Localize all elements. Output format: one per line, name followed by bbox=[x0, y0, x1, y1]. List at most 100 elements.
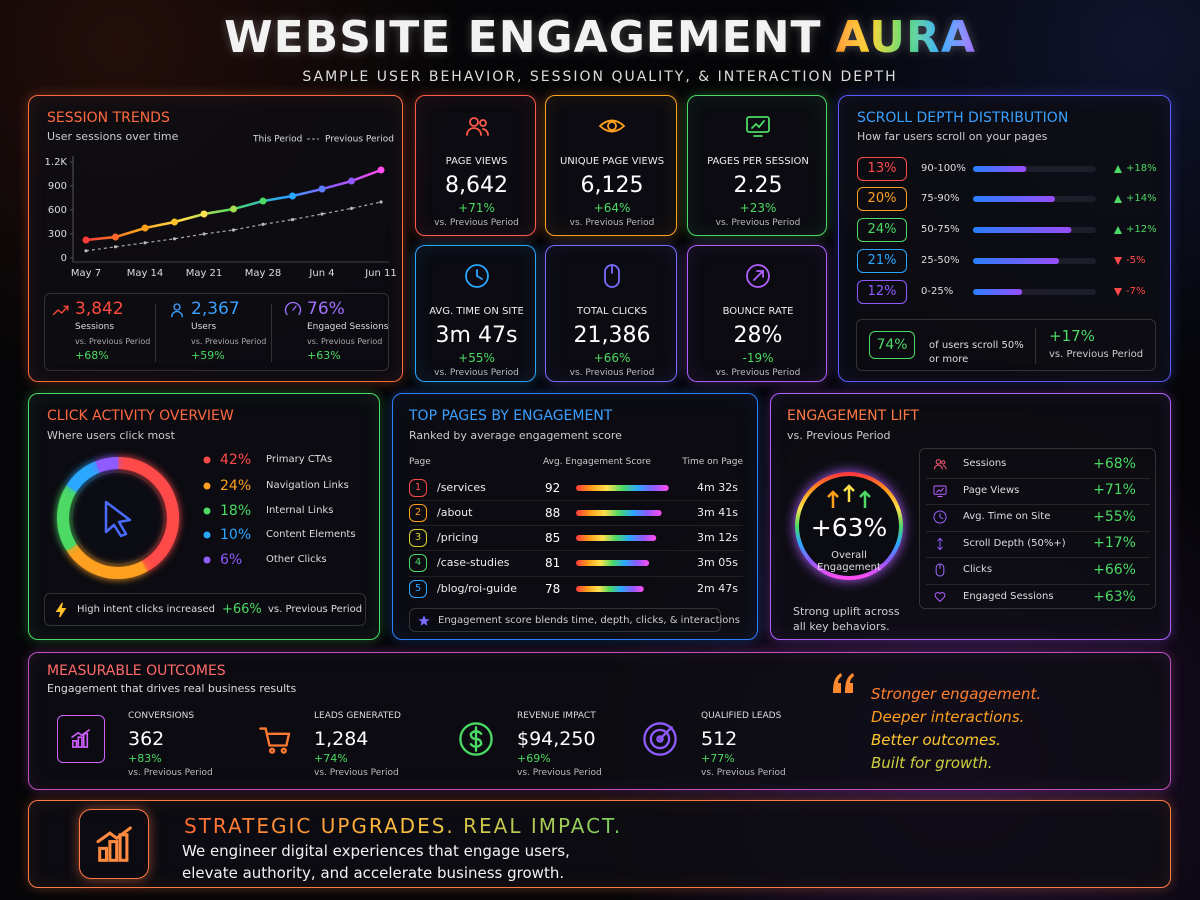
icon-shape bbox=[171, 310, 183, 318]
data-point bbox=[82, 236, 90, 244]
caption: Strong uplift across all key behaviors. bbox=[793, 605, 900, 634]
graphic bbox=[604, 264, 620, 288]
x-tick-label: Jun 11 bbox=[364, 268, 397, 279]
icon bbox=[259, 727, 291, 754]
page-path: /about bbox=[437, 506, 473, 520]
lift-label: Scroll Depth (50%+) bbox=[963, 537, 1066, 549]
graphic bbox=[833, 673, 854, 693]
icon-shape bbox=[63, 305, 69, 311]
score-bar bbox=[576, 560, 650, 566]
x-tick-label: May 28 bbox=[245, 268, 282, 279]
graphic bbox=[937, 537, 943, 550]
outcome-note: vs. Previous Period bbox=[128, 767, 213, 778]
icon-shape bbox=[77, 736, 83, 748]
outcome-value: $94,250 bbox=[517, 727, 596, 750]
icon-shape bbox=[934, 464, 943, 470]
graphic bbox=[55, 602, 67, 618]
graphic bbox=[465, 117, 489, 136]
change-label: +12% bbox=[1126, 224, 1157, 235]
kpi-note: vs. Previous Period bbox=[569, 217, 655, 228]
score: 88 bbox=[545, 505, 561, 520]
percent-label: 42% bbox=[220, 451, 252, 468]
icon bbox=[284, 301, 302, 316]
graphic bbox=[1114, 226, 1122, 234]
kpi-note: vs. Previous Period bbox=[715, 367, 801, 378]
banner-text: We engineer digital experiences that eng… bbox=[182, 842, 570, 860]
icon bbox=[643, 722, 677, 756]
icon bbox=[933, 510, 947, 524]
stat-label: Users bbox=[191, 321, 217, 332]
data-point bbox=[261, 222, 265, 226]
graphic bbox=[933, 485, 947, 497]
icon-shape bbox=[478, 119, 487, 127]
row-divider bbox=[926, 504, 1150, 506]
icon bbox=[746, 264, 770, 288]
rank: 2 bbox=[414, 507, 422, 518]
outcome-change: +83% bbox=[128, 752, 162, 766]
panel-subtitle: User sessions over time bbox=[47, 130, 179, 144]
lift-label: Clicks bbox=[963, 564, 993, 576]
kpi-card: PAGE VIEWS 8,642 +71% vs. Previous Period bbox=[415, 95, 536, 236]
range-label: 50-75% bbox=[921, 224, 960, 235]
panel-title: CLICK ACTIVITY OVERVIEW bbox=[47, 407, 234, 424]
quote-line: Built for growth. bbox=[871, 754, 993, 772]
data-point bbox=[171, 218, 178, 226]
icon-shape bbox=[292, 305, 297, 311]
icon-shape bbox=[658, 726, 673, 741]
icon-shape bbox=[459, 722, 493, 756]
lift-change: +71% bbox=[1093, 482, 1136, 499]
outcome-note: vs. Previous Period bbox=[701, 767, 786, 778]
quote-line: Deeper interactions. bbox=[871, 708, 1025, 726]
stat-note: vs. Previous Period bbox=[191, 337, 267, 347]
graphic bbox=[746, 116, 770, 137]
stat-change: +63% bbox=[307, 349, 341, 363]
graphic bbox=[1114, 257, 1122, 265]
donut-inner bbox=[71, 471, 165, 565]
kpi-card: PAGES PER SESSION 2.25 +23% vs. Previous Pe… bbox=[687, 95, 827, 236]
bar bbox=[973, 289, 1023, 295]
time-on-page: 3m 41s bbox=[697, 506, 738, 520]
quote-line: Stronger engagement. bbox=[871, 685, 1042, 703]
kpi-change: +23% bbox=[739, 200, 777, 215]
rank: 3 bbox=[414, 532, 422, 543]
cursor-icon bbox=[104, 500, 132, 538]
outcome-value: 362 bbox=[128, 727, 165, 750]
icon bbox=[935, 563, 945, 577]
panel-title: TOP PAGES BY ENGAGEMENT bbox=[409, 407, 613, 424]
outcome-note: vs. Previous Period bbox=[517, 767, 602, 778]
icon bbox=[55, 602, 67, 618]
donut-segment bbox=[117, 457, 179, 572]
icon-shape bbox=[469, 726, 483, 752]
outcome-label: CONVERSIONS bbox=[128, 710, 195, 721]
icon-shape bbox=[284, 301, 302, 316]
lift-change: +63% bbox=[1093, 588, 1136, 605]
summary-label: of users scroll 50% or more bbox=[929, 340, 1024, 365]
score: 92 bbox=[545, 480, 561, 495]
legend-dot bbox=[203, 507, 211, 515]
percent-label: 6% bbox=[220, 551, 243, 568]
icon-shape bbox=[173, 303, 181, 311]
graphic bbox=[795, 472, 903, 580]
graphic bbox=[598, 119, 626, 133]
icon bbox=[171, 303, 183, 318]
graphic: 0 300 600 900 1.2K May 7 May 14 May 21 May 28 Jun… bbox=[45, 135, 397, 280]
kpi-note: vs. Previous Period bbox=[715, 217, 801, 228]
data-point bbox=[202, 232, 206, 236]
stat-note: vs. Previous Period bbox=[75, 337, 151, 347]
data-point bbox=[112, 233, 119, 241]
arrow-icon bbox=[827, 490, 839, 498]
data-point bbox=[200, 210, 208, 218]
time-on-page: 3m 12s bbox=[697, 531, 738, 545]
scroll-depth-panel: SCROLL DEPTH DISTRIBUTION How far users s… bbox=[838, 95, 1171, 382]
percent-label: 13% bbox=[867, 161, 897, 177]
icon-shape bbox=[649, 728, 671, 750]
title-main: WEBSITE ENGAGEMENT bbox=[224, 12, 822, 63]
lift-change: +68% bbox=[1093, 455, 1136, 472]
arrow-icon bbox=[1114, 288, 1122, 296]
arrow-icon bbox=[1114, 165, 1122, 173]
graphic bbox=[935, 563, 945, 577]
engagement-lift-panel: ENGAGEMENT LIFT vs. Previous Period +63% Ov… bbox=[770, 393, 1171, 640]
panel-subtitle: vs. Previous Period bbox=[787, 429, 891, 443]
kpi-value: 21,386 bbox=[573, 322, 651, 348]
data-point bbox=[113, 245, 118, 249]
